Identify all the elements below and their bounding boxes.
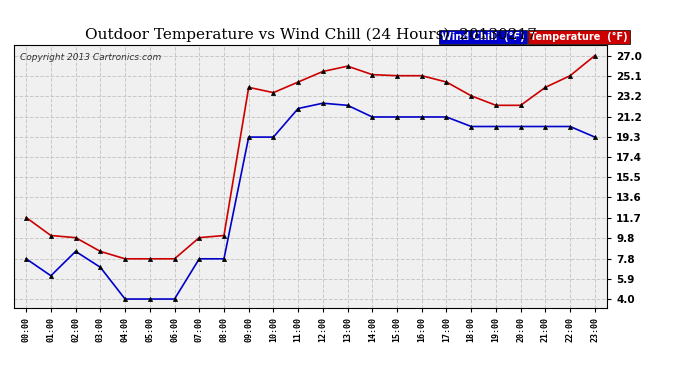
Text: Copyright 2013 Cartronics.com: Copyright 2013 Cartronics.com: [20, 53, 161, 62]
Text: Wind Chill  (°F): Wind Chill (°F): [441, 32, 524, 42]
Title: Outdoor Temperature vs Wind Chill (24 Hours)  20130217: Outdoor Temperature vs Wind Chill (24 Ho…: [85, 28, 536, 42]
Text: Temperature  (°F): Temperature (°F): [530, 32, 628, 42]
